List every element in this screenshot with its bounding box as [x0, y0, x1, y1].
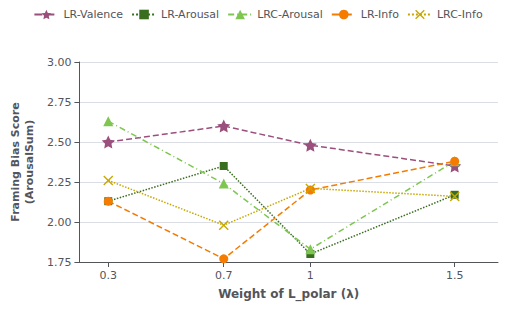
svg-text:1: 1 — [307, 269, 314, 282]
svg-text:LRC-Info: LRC-Info — [437, 8, 483, 21]
svg-text:0.7: 0.7 — [215, 269, 233, 282]
svg-text:LR-Info: LR-Info — [361, 8, 399, 21]
svg-text:3.00: 3.00 — [47, 56, 72, 69]
svg-text:1.5: 1.5 — [446, 269, 464, 282]
svg-text:Weight of L_polar (λ): Weight of L_polar (λ) — [218, 287, 359, 302]
svg-text:LR-Arousal: LR-Arousal — [161, 8, 219, 21]
svg-text:2.00: 2.00 — [47, 216, 72, 229]
svg-text:LRC-Arousal: LRC-Arousal — [257, 8, 323, 21]
svg-text:LR-Valence: LR-Valence — [63, 8, 123, 21]
svg-text:2.25: 2.25 — [47, 176, 72, 189]
svg-text:2.75: 2.75 — [47, 96, 72, 109]
svg-text:Framing Bias Score: Framing Bias Score — [9, 102, 22, 221]
svg-text:1.75: 1.75 — [47, 256, 72, 269]
svg-text:2.50: 2.50 — [47, 136, 72, 149]
svg-text:0.3: 0.3 — [100, 269, 118, 282]
svg-text:(ArousalSum): (ArousalSum) — [23, 120, 36, 204]
